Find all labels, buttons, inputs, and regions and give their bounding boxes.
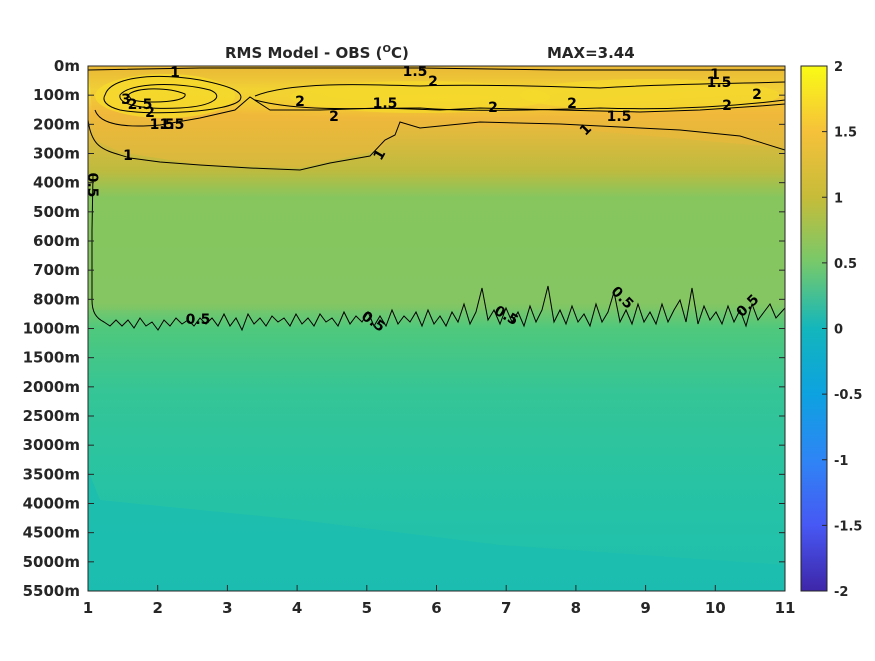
colorbar-ticks: 2 1.5 1 0.5 0 -0.5 -1 -1.5 -2 (822, 60, 862, 600)
colorbar-tick-label: 1.5 (834, 126, 857, 141)
title-superscript: O (383, 44, 392, 55)
contour-label: 2 (295, 94, 305, 110)
x-tick-label: 8 (571, 599, 581, 617)
contour-label: 2 (428, 74, 438, 90)
title-unit-tail: C) (391, 44, 409, 62)
contour-label: 2 (488, 100, 498, 116)
contour-label: 2 (752, 87, 762, 103)
chart-title: RMS Model - OBS (OC) (225, 44, 409, 62)
contour-label: 1.5 (150, 117, 175, 133)
contour-label: 2 (145, 105, 155, 121)
colorbar-tick-label: -1.5 (834, 519, 862, 534)
y-tick-label: 4000m (23, 495, 80, 513)
contour-label: 2 (567, 96, 577, 112)
y-tick-label: 5000m (23, 553, 80, 571)
y-tick-label: 3000m (23, 436, 80, 454)
y-axis: 0m 100m 200m 300m 400m 500m 600m 700m 800m 1000m 1… (23, 57, 785, 600)
contour-line-4 (119, 84, 218, 109)
x-tick-label: 2 (152, 599, 162, 617)
y-tick-label: 3500m (23, 465, 80, 483)
y-tick-label: 0m (54, 57, 80, 75)
y-tick-label: 1500m (23, 349, 80, 367)
heatmap-field (88, 66, 785, 591)
contour-line-3 (103, 76, 242, 114)
colorbar-tick-label: -1 (834, 454, 848, 469)
hot-spot-1 (95, 74, 235, 118)
colorbar-tick-label: 1 (834, 191, 843, 206)
contour-label: 2 (722, 98, 732, 114)
y-tick-label: 300m (33, 145, 80, 163)
contour-line-8 (88, 67, 785, 71)
contour-label: 3 (121, 92, 131, 108)
contour-label: 1.5 (607, 109, 632, 125)
x-tick-label: 6 (431, 599, 441, 617)
contour-line-1 (88, 119, 785, 171)
y-tick-label: 1000m (23, 320, 80, 338)
colorbar-tick-label: 0 (834, 323, 843, 338)
contour-label: 0.5 (84, 173, 100, 198)
x-tick-label: 10 (705, 599, 726, 617)
hot-spot-2 (290, 81, 550, 113)
title-main: RMS Model - OBS ( (225, 44, 383, 62)
contour-line-2 (94, 96, 785, 127)
heatmap-background (88, 66, 785, 591)
y-tick-label: 100m (33, 86, 80, 104)
y-tick-label: 2000m (23, 378, 80, 396)
max-label: MAX=3.44 (547, 44, 635, 62)
colorbar-tick-label: 0.5 (834, 257, 857, 272)
mid-depth-zone (88, 200, 785, 310)
x-axis: 1 2 3 4 5 6 7 8 9 10 11 (83, 585, 796, 617)
contour-label: 1 (170, 65, 180, 81)
y-tick-label: 400m (33, 174, 80, 192)
colorbar-tick-label: -2 (834, 585, 848, 600)
colorbar-tick-label: 2 (834, 60, 843, 75)
contour-line-9 (91, 174, 785, 332)
contour-label: 0.5 (186, 312, 211, 328)
y-tick-label: 800m (33, 290, 80, 308)
x-tick-label: 3 (222, 599, 232, 617)
y-tick-label: 600m (33, 232, 80, 250)
contour-label: 1.5 (403, 64, 428, 80)
contour-label: 1 (123, 148, 133, 164)
y-tick-label: 500m (33, 203, 80, 221)
x-tick-label: 4 (292, 599, 302, 617)
contour-line-7 (254, 99, 785, 111)
x-tick-label: 9 (640, 599, 650, 617)
hot-spot-3 (520, 79, 780, 111)
contour-lines (88, 67, 785, 332)
y-tick-label: 2500m (23, 407, 80, 425)
contour-line-6 (254, 81, 785, 97)
y-tick-label: 5500m (23, 582, 80, 600)
x-tick-label: 1 (83, 599, 93, 617)
contour-label: 1.5 (373, 96, 398, 112)
contour-label: 2.5 (128, 97, 153, 113)
colorbar-tick-label: -0.5 (834, 388, 862, 403)
x-tick-label: 7 (501, 599, 511, 617)
x-tick-label: 5 (362, 599, 372, 617)
warm-region (88, 66, 785, 168)
contour-label: 1.5 (707, 75, 732, 91)
x-tick-label: 11 (775, 599, 796, 617)
y-tick-label: 700m (33, 261, 80, 279)
contour-line-5 (127, 88, 186, 103)
contour-label: 1 (710, 67, 720, 83)
contour-label: 1.5 (160, 117, 185, 133)
deep-water-band (88, 470, 785, 591)
y-tick-label: 4500m (23, 524, 80, 542)
contour-label: 2 (329, 109, 339, 125)
y-tick-label: 200m (33, 115, 80, 133)
